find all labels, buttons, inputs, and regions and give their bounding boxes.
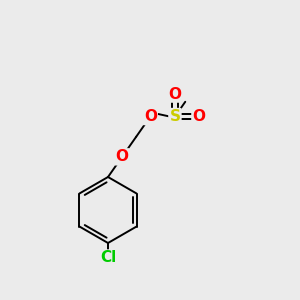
Text: O: O: [144, 109, 157, 124]
Text: O: O: [168, 86, 182, 101]
Text: Cl: Cl: [100, 250, 116, 266]
Text: O: O: [192, 109, 206, 124]
Text: S: S: [169, 109, 180, 124]
Text: O: O: [116, 149, 129, 164]
